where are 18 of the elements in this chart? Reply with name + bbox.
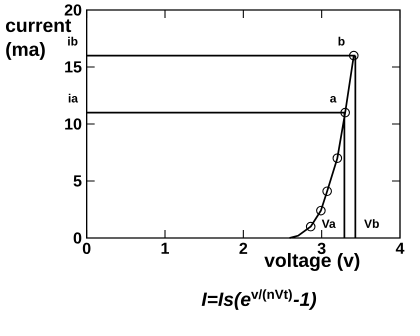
- annotation: ia: [68, 94, 78, 103]
- x-tick-label: 0: [82, 242, 90, 254]
- annotation: Va: [322, 220, 336, 228]
- text: I=Is(e$^{v/(nVt)}$-1): [202, 289, 316, 310]
- y-tick-label: 10: [65, 118, 82, 130]
- y-tick-label: 15: [65, 61, 82, 73]
- x-axis-title: voltage (v): [264, 252, 360, 271]
- y-tick-label: 5: [74, 175, 82, 187]
- annotation: b: [338, 36, 345, 46]
- x-tick-label: 2: [239, 242, 248, 254]
- annotation: a: [330, 96, 337, 103]
- y-tick-label: 0: [74, 232, 82, 244]
- x-tick-label: 3: [318, 242, 326, 254]
- y-tick-label: 20: [64, 4, 82, 16]
- annotation: Vb: [364, 219, 379, 228]
- annotation: ib: [68, 36, 78, 46]
- x-tick-label: 4: [396, 242, 404, 254]
- x-tick-label: 1: [162, 242, 169, 254]
